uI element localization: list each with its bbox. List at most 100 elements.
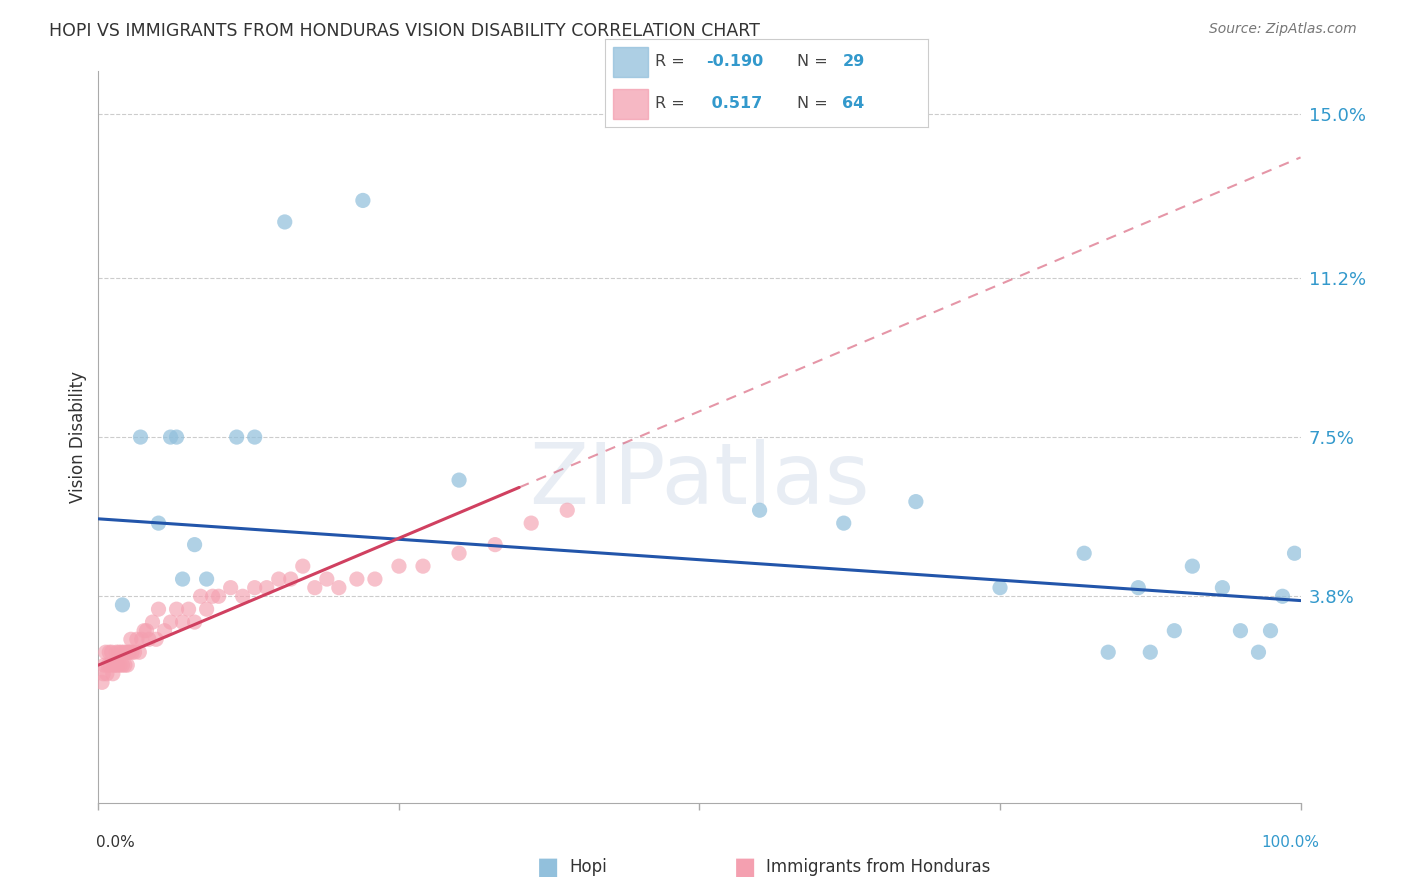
Y-axis label: Vision Disability: Vision Disability — [69, 371, 87, 503]
Point — [904, 494, 927, 508]
Text: 100.0%: 100.0% — [1261, 836, 1319, 850]
Point — [232, 589, 254, 603]
Point — [328, 581, 350, 595]
Point — [412, 559, 434, 574]
Point — [104, 658, 127, 673]
Point — [195, 602, 218, 616]
Point — [988, 581, 1011, 595]
Point — [201, 589, 224, 603]
Point — [555, 503, 578, 517]
Point — [256, 581, 278, 595]
Point — [243, 581, 266, 595]
Point — [131, 632, 153, 647]
Point — [132, 624, 155, 638]
Point — [145, 632, 167, 647]
Point — [183, 538, 205, 552]
Point — [1211, 581, 1233, 595]
Point — [1247, 645, 1270, 659]
Point — [101, 666, 124, 681]
Text: 0.517: 0.517 — [706, 96, 762, 112]
Point — [153, 624, 176, 638]
Point — [208, 589, 231, 603]
Point — [125, 632, 148, 647]
Text: Source: ZipAtlas.com: Source: ZipAtlas.com — [1209, 22, 1357, 37]
Text: HOPI VS IMMIGRANTS FROM HONDURAS VISION DISABILITY CORRELATION CHART: HOPI VS IMMIGRANTS FROM HONDURAS VISION … — [49, 22, 761, 40]
Point — [148, 602, 170, 616]
Point — [447, 473, 470, 487]
Point — [1284, 546, 1306, 560]
Point — [159, 430, 181, 444]
Text: -0.190: -0.190 — [706, 54, 763, 70]
Point — [135, 624, 157, 638]
Point — [219, 581, 242, 595]
Point — [243, 430, 266, 444]
Point — [748, 503, 770, 517]
Text: 64: 64 — [842, 96, 865, 112]
Text: 29: 29 — [842, 54, 865, 70]
Point — [832, 516, 855, 530]
Point — [97, 658, 120, 673]
Point — [91, 666, 114, 681]
Point — [159, 615, 181, 629]
Point — [352, 194, 374, 208]
Bar — [613, 47, 648, 77]
Point — [1229, 624, 1251, 638]
Point — [108, 645, 131, 659]
Point — [111, 658, 134, 673]
Point — [141, 615, 163, 629]
Point — [1163, 624, 1185, 638]
Point — [177, 602, 200, 616]
Point — [447, 546, 470, 560]
Text: ■: ■ — [734, 855, 756, 879]
Point — [117, 645, 139, 659]
Point — [105, 645, 128, 659]
Point — [121, 645, 143, 659]
Point — [96, 666, 118, 681]
Point — [1181, 559, 1204, 574]
Point — [120, 632, 142, 647]
Point — [1128, 581, 1150, 595]
Point — [112, 645, 135, 659]
Point — [94, 645, 117, 659]
Point — [267, 572, 290, 586]
Point — [274, 215, 297, 229]
Point — [166, 430, 188, 444]
Point — [304, 581, 326, 595]
Point — [124, 645, 146, 659]
Point — [138, 632, 160, 647]
Point — [148, 516, 170, 530]
Point — [172, 615, 194, 629]
Text: Hopi: Hopi — [569, 858, 607, 876]
Point — [108, 658, 131, 673]
Point — [114, 658, 136, 673]
Point — [91, 675, 114, 690]
Point — [118, 645, 141, 659]
Point — [110, 645, 132, 659]
Point — [388, 559, 411, 574]
Point — [315, 572, 337, 586]
Point — [172, 572, 194, 586]
Point — [364, 572, 387, 586]
Point — [183, 615, 205, 629]
Point — [195, 572, 218, 586]
Point — [115, 645, 138, 659]
Point — [100, 645, 122, 659]
Text: R =: R = — [655, 54, 685, 70]
Point — [93, 658, 115, 673]
Bar — [613, 89, 648, 119]
Point — [1271, 589, 1294, 603]
Point — [103, 658, 125, 673]
Point — [225, 430, 247, 444]
Point — [280, 572, 302, 586]
Point — [107, 658, 129, 673]
Point — [1073, 546, 1095, 560]
Point — [166, 602, 188, 616]
Text: Immigrants from Honduras: Immigrants from Honduras — [766, 858, 991, 876]
Point — [1260, 624, 1282, 638]
Point — [484, 538, 506, 552]
Point — [100, 658, 122, 673]
Point — [117, 658, 139, 673]
Point — [190, 589, 212, 603]
Text: R =: R = — [655, 96, 685, 112]
Point — [111, 598, 134, 612]
